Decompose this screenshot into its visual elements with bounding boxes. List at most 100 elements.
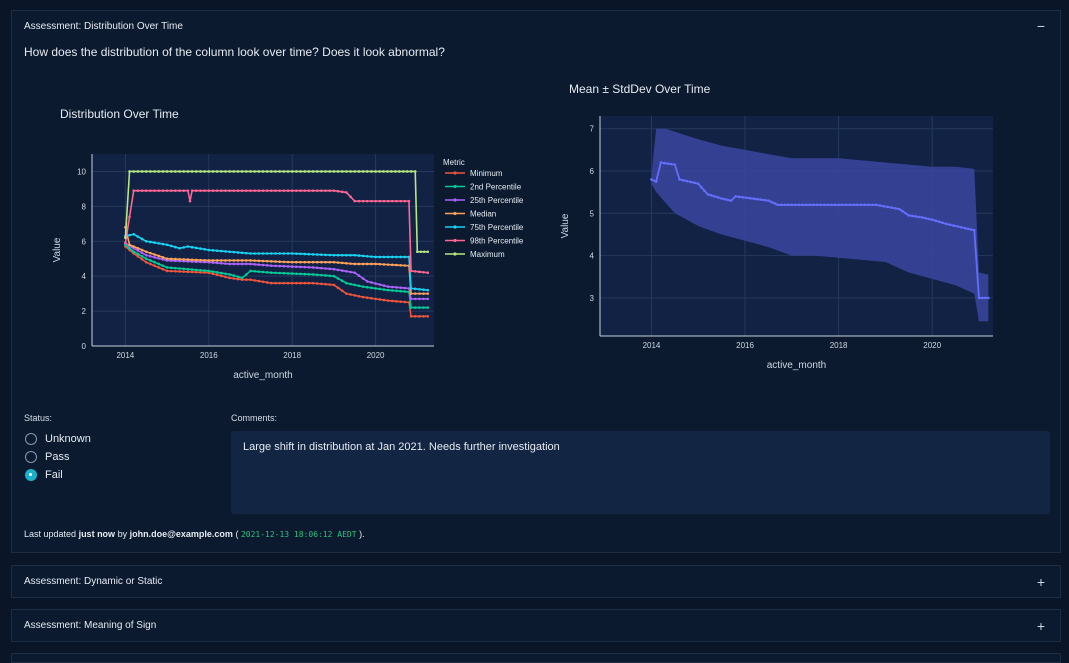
updated-open: ( [235,529,239,539]
data-point-p98 [236,189,240,192]
data-point-p98 [190,189,194,192]
data-point-median [270,260,273,263]
mean-point [894,207,897,210]
mean-point [812,203,815,207]
data-point-p2 [340,279,344,283]
data-point-p25 [299,265,302,269]
expand-icon[interactable]: + [1036,617,1046,634]
data-point-p75 [382,255,386,259]
data-point-p2 [274,271,277,275]
data-point-median [286,260,290,264]
mean-point [882,204,886,208]
data-point-maximum [357,170,361,173]
data-point-p25 [232,262,236,266]
radio-fail[interactable] [25,469,37,481]
mean-point [659,161,663,164]
data-point-p25 [286,265,290,268]
data-point-maximum [290,170,294,173]
data-point-maximum [274,170,277,173]
data-point-p25 [249,262,252,266]
data-point-median [332,260,336,264]
data-point-maximum [278,170,281,173]
data-point-p2 [290,272,294,275]
data-point-p98 [211,189,215,192]
data-point-p2 [215,271,219,274]
data-point-p98 [240,189,244,192]
mean-point [918,215,921,219]
mean-point [756,197,759,201]
data-point-p75 [178,246,181,250]
data-point-p2 [161,264,165,268]
data-point-p25 [399,286,402,290]
data-point-maximum [324,170,327,173]
mean-point [848,203,852,207]
data-point-p25 [370,281,373,284]
data-point-minimum [345,292,348,295]
data-point-p25 [413,297,417,301]
data-point-maximum [374,170,377,173]
mean-point [904,212,907,215]
mean-point [910,214,914,218]
data-point-p75 [311,253,315,256]
data-point-maximum [336,170,340,173]
data-point-p25 [224,262,227,265]
status-option-fail[interactable]: Fail [25,469,63,481]
data-point-p75 [307,252,311,256]
data-point-minimum [236,277,240,281]
data-point-median [303,260,307,264]
distribution-over-time-chart: 2014 2016 2018 2020 0 2 4 6 8 10 active_month Value… [52,107,524,381]
data-point-p75 [165,243,169,247]
collapse-icon[interactable]: − [1036,18,1046,34]
radio-pass[interactable] [25,451,37,463]
x-tick-label: 2014 [116,351,134,360]
mean-point [815,203,819,207]
data-point-minimum [211,272,215,276]
mean-point [706,192,709,196]
data-point-maximum [178,170,181,173]
data-point-maximum [299,170,302,173]
data-point-p75 [357,254,361,257]
data-point-minimum [332,283,336,287]
data-point-p98 [188,199,192,203]
data-point-minimum [349,293,352,296]
data-point-p25 [332,267,336,271]
status-option-pass[interactable]: Pass [25,451,69,463]
data-point-p98 [261,189,265,192]
data-point-minimum [224,275,227,279]
status-option-unknown[interactable]: Unknown [25,433,91,445]
data-point-median [365,262,369,266]
data-point-minimum [278,281,281,285]
assessment-header-meaning-of-sign[interactable]: Assessment: Meaning of Sign + [12,610,1060,641]
expand-icon[interactable]: + [1036,573,1046,590]
data-point-maximum [265,170,269,173]
mean-point [794,203,797,207]
data-point-p75 [199,247,202,250]
data-point-p2 [207,269,211,273]
data-point-p2 [174,266,177,270]
data-point-minimum [324,282,327,286]
assessment-header-dynamic-static[interactable]: Assessment: Dynamic or Static + [12,566,1060,597]
data-point-minimum [378,298,382,301]
data-point-maximum [228,170,231,173]
data-point-median [265,259,269,263]
mean-point [741,196,745,199]
mean-point [987,296,990,300]
x-axis-title: active_month [233,370,292,381]
data-point-p2 [219,271,223,275]
data-point-p98 [365,199,369,203]
data-point-minimum [232,277,236,280]
comments-textarea[interactable]: Large shift in distribution at Jan 2021.… [231,431,1050,514]
assessment-header-distribution[interactable]: Assessment: Distribution Over Time − [12,11,1060,41]
data-point-median [228,259,231,262]
data-point-minimum [426,315,430,318]
data-point-median [399,263,402,267]
data-point-maximum [394,170,397,173]
data-point-minimum [340,289,344,293]
data-point-p98 [357,199,361,203]
legend-marker-p75 [453,225,457,229]
data-point-median [311,260,315,264]
radio-unknown[interactable] [25,433,37,445]
data-point-p98 [290,189,294,192]
data-point-p25 [303,265,307,269]
data-point-p75 [215,249,219,252]
